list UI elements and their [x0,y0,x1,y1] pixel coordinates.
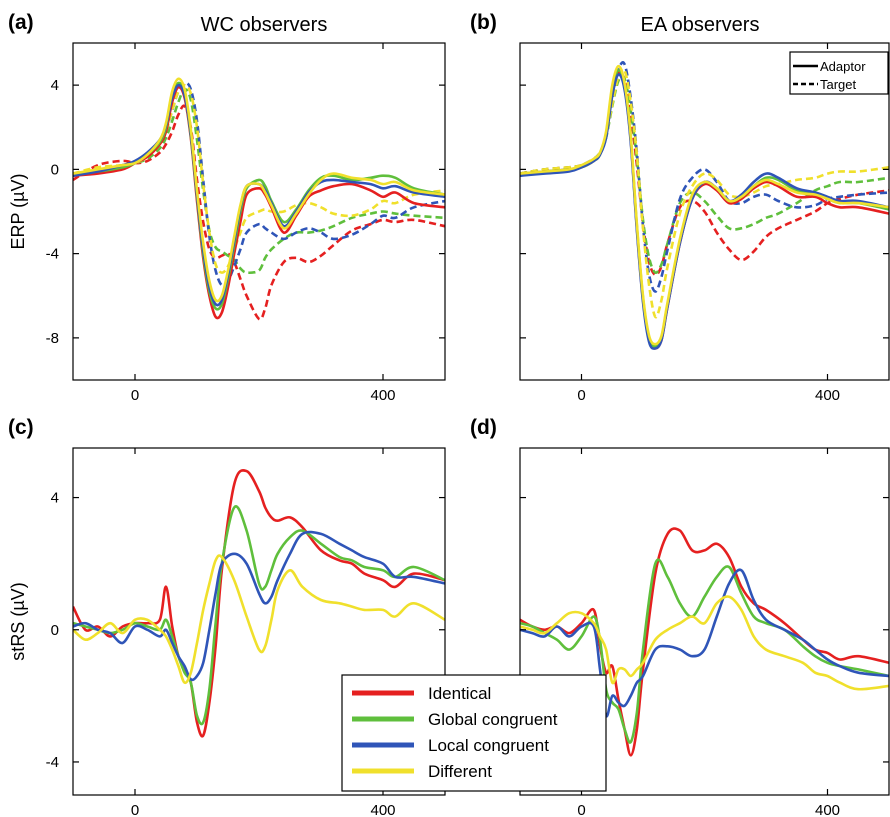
y-tick-label-2-0: 4 [51,490,59,507]
series-line-1-6 [520,61,889,293]
series-line-0-0 [73,85,445,320]
series-line-2-3 [73,554,445,685]
y-tick-label-2-1: 0 [51,622,59,639]
y-tick-label-0-2: -4 [46,246,59,263]
legend-target-label: Target [820,77,857,92]
x-tick-label-2-0: 0 [131,802,139,817]
panel-label-1: (b) [470,11,497,34]
y-axis-label-0: ERP (µV) [8,173,28,249]
series-line-0-1 [73,81,445,311]
series-line-1-7 [520,67,889,319]
panel-c: (c) stRS (µV) 0 400 4 0 -4 [8,416,446,817]
axes-frame-2 [72,447,446,796]
x-tick-label-3-0: 0 [577,802,585,817]
axes-frame-3 [519,447,890,796]
y-tick-label-0-1: 0 [51,161,59,178]
panel-label-2: (c) [8,416,34,439]
panel-title-0: WC observers [201,14,328,36]
x-tick-label-0-1: 400 [370,387,395,404]
y-tick-label-2-2: -4 [46,754,59,771]
y-tick-label-0-0: 4 [51,77,59,94]
series-line-1-5 [520,74,889,275]
panel-label-0: (a) [8,11,34,34]
panel-b: (b) EA observers 0 400 [470,11,890,404]
legend-different-label: Different [428,762,492,781]
series-line-3-3 [520,595,889,691]
axes-frame-1 [519,42,890,381]
legend-local-label: Local congruent [428,736,549,755]
legend-identical-label: Identical [428,684,491,703]
series-line-0-3 [73,77,445,303]
legend-global-label: Global congruent [428,710,558,729]
y-axis-label-2: stRS (µV) [8,582,28,660]
panel-d: (d) 0 400 [470,416,890,817]
legend-style-box [789,51,889,95]
series-line-2-2 [73,530,445,682]
series-line-1-1 [520,69,889,348]
x-tick-label-1-1: 400 [815,387,840,404]
series-group-2 [73,469,445,738]
legend-line-style: Adaptor Target [789,51,889,95]
legend-conditions: Identical Global congruent Local congrue… [341,674,607,792]
series-line-3-1 [520,558,889,744]
series-group-0 [73,77,445,321]
panel-label-3: (d) [470,416,497,439]
series-group-1 [520,61,889,350]
series-line-1-3 [520,64,889,346]
panel-title-1: EA observers [641,14,760,36]
axes-frame-0 [72,42,446,381]
x-tick-label-0-0: 0 [131,387,139,404]
x-tick-label-3-1: 400 [815,802,840,817]
series-line-2-1 [73,505,445,726]
series-line-3-2 [520,568,889,718]
x-tick-label-2-1: 400 [370,802,395,817]
series-group-3 [520,527,889,757]
x-tick-label-1-0: 0 [577,387,585,404]
series-line-0-5 [73,87,445,275]
legend-adaptor-label: Adaptor [820,59,866,74]
panel-a: (a) WC observers ERP (µV) 0 400 4 0 -4 -8 [8,11,446,404]
y-tick-label-0-3: -8 [46,330,59,347]
